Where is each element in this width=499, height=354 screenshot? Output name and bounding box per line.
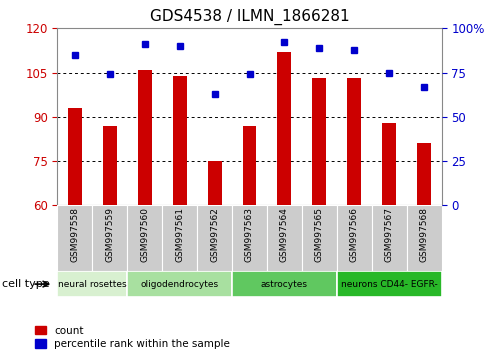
Text: oligodendrocytes: oligodendrocytes: [141, 280, 219, 289]
Text: cell type: cell type: [2, 279, 50, 289]
Bar: [162, 205, 197, 271]
Bar: [197, 205, 232, 271]
Bar: [337, 205, 372, 271]
Text: GSM997566: GSM997566: [350, 207, 359, 262]
Text: neural rosettes: neural rosettes: [58, 280, 127, 289]
Text: GSM997561: GSM997561: [175, 207, 184, 262]
Bar: [407, 205, 442, 271]
Bar: [267, 205, 302, 271]
Text: GSM997565: GSM997565: [315, 207, 324, 262]
Text: GSM997558: GSM997558: [70, 207, 79, 262]
Bar: [382, 123, 396, 205]
Bar: [337, 271, 442, 297]
Bar: [138, 70, 152, 205]
Bar: [277, 52, 291, 205]
Text: GSM997568: GSM997568: [420, 207, 429, 262]
Text: astrocytes: astrocytes: [261, 280, 308, 289]
Bar: [103, 126, 117, 205]
Legend: count, percentile rank within the sample: count, percentile rank within the sample: [35, 326, 230, 349]
Bar: [127, 271, 232, 297]
Text: GSM997560: GSM997560: [140, 207, 149, 262]
Bar: [173, 75, 187, 205]
Bar: [347, 79, 361, 205]
Bar: [57, 271, 127, 297]
Bar: [243, 126, 256, 205]
Bar: [302, 205, 337, 271]
Bar: [232, 271, 337, 297]
Bar: [92, 205, 127, 271]
Text: GSM997567: GSM997567: [385, 207, 394, 262]
Bar: [57, 205, 92, 271]
Text: GSM997559: GSM997559: [105, 207, 114, 262]
Bar: [312, 79, 326, 205]
Text: GSM997562: GSM997562: [210, 207, 219, 262]
Bar: [68, 108, 82, 205]
Bar: [208, 161, 222, 205]
Text: GSM997564: GSM997564: [280, 207, 289, 262]
Bar: [417, 143, 431, 205]
Text: GSM997563: GSM997563: [245, 207, 254, 262]
Text: neurons CD44- EGFR-: neurons CD44- EGFR-: [341, 280, 438, 289]
Bar: [372, 205, 407, 271]
Bar: [232, 205, 267, 271]
Bar: [127, 205, 162, 271]
Text: GDS4538 / ILMN_1866281: GDS4538 / ILMN_1866281: [150, 9, 349, 25]
